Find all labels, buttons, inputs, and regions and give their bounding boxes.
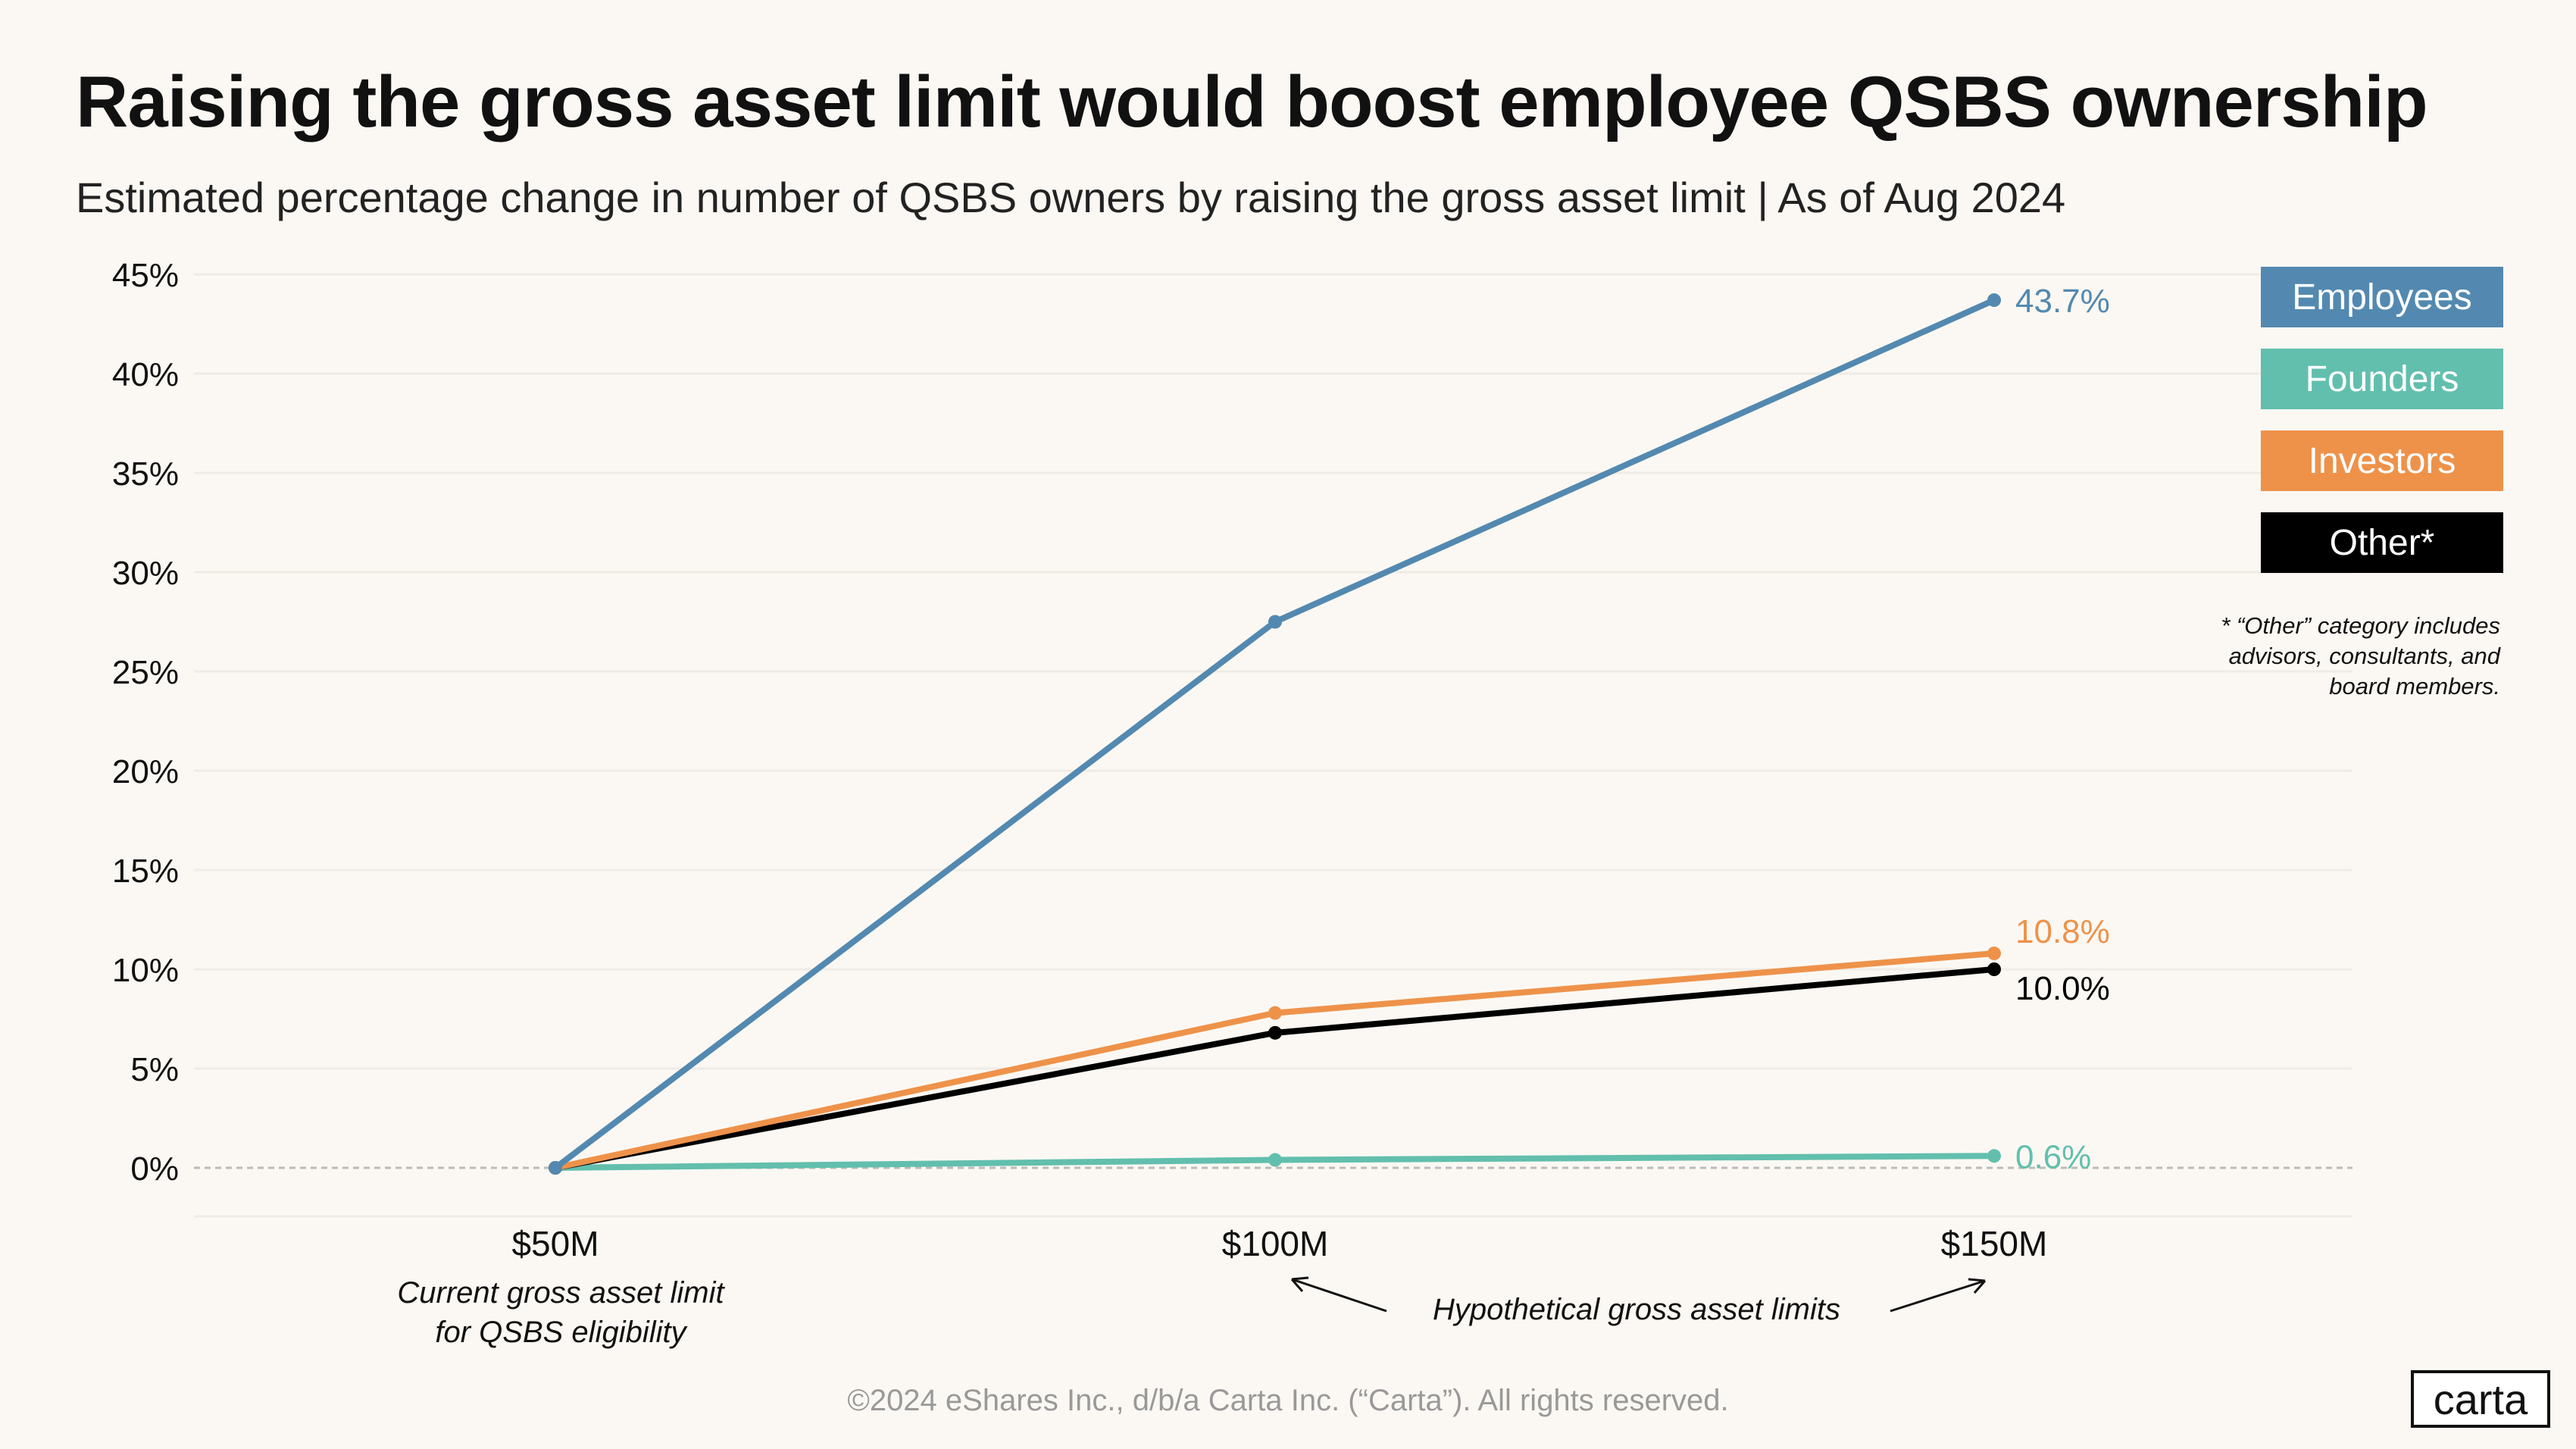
y-tick-label: 40% xyxy=(112,356,179,393)
y-tick-label: 25% xyxy=(112,654,179,691)
y-tick-label: 0% xyxy=(130,1150,179,1188)
x-tick-label: $50M xyxy=(511,1224,599,1263)
arrow-icon xyxy=(1890,1278,1987,1313)
copyright-footer: ©2024 eShares Inc., d/b/a Carta Inc. (“C… xyxy=(847,1384,1729,1417)
chart-title: Raising the gross asset limit would boos… xyxy=(76,61,2428,142)
y-tick-label: 5% xyxy=(130,1051,179,1088)
data-point xyxy=(1268,1025,1282,1040)
legend-investors: Investors xyxy=(2261,430,2503,491)
y-tick-label: 15% xyxy=(112,853,179,890)
y-tick-label: 30% xyxy=(112,555,179,592)
data-point xyxy=(1268,615,1282,629)
y-tick-label: 10% xyxy=(112,952,179,989)
data-point xyxy=(1268,1153,1282,1167)
carta-logo: carta xyxy=(2411,1370,2550,1428)
chart-subtitle: Estimated percentage change in number of… xyxy=(76,174,2066,221)
data-point xyxy=(1987,947,2001,961)
data-point xyxy=(1268,1006,1282,1020)
end-label: 10.0% xyxy=(2015,970,2110,1007)
data-point xyxy=(1987,1149,2001,1163)
annotation-line: for QSBS eligibility xyxy=(435,1316,686,1349)
legend-employees: Employees xyxy=(2261,267,2503,327)
end-label: 10.8% xyxy=(2015,913,2110,950)
end-label: 0.6% xyxy=(2015,1138,2091,1175)
y-tick-label: 45% xyxy=(112,257,179,294)
footnote-other: * “Other” category includes advisors, co… xyxy=(2221,612,2500,699)
x-tick-label: $100M xyxy=(1222,1224,1329,1263)
hypothetical-limits-annotation: Hypothetical gross asset limits xyxy=(1433,1293,1840,1326)
data-point xyxy=(549,1161,562,1175)
data-point xyxy=(1987,293,2001,308)
annotation-line: Current gross asset limit xyxy=(397,1276,724,1310)
y-tick-label: 20% xyxy=(112,753,179,790)
data-point xyxy=(1987,962,2001,976)
end-label: 43.7% xyxy=(2015,283,2110,320)
legend-other: Other* xyxy=(2261,512,2503,573)
legend-founders: Founders xyxy=(2261,349,2503,409)
current-limit-annotation: Current gross asset limit for QSBS eligi… xyxy=(333,1273,788,1352)
y-tick-label: 35% xyxy=(112,455,179,493)
x-tick-label: $150M xyxy=(1941,1224,2048,1263)
arrow-icon xyxy=(1290,1276,1387,1313)
